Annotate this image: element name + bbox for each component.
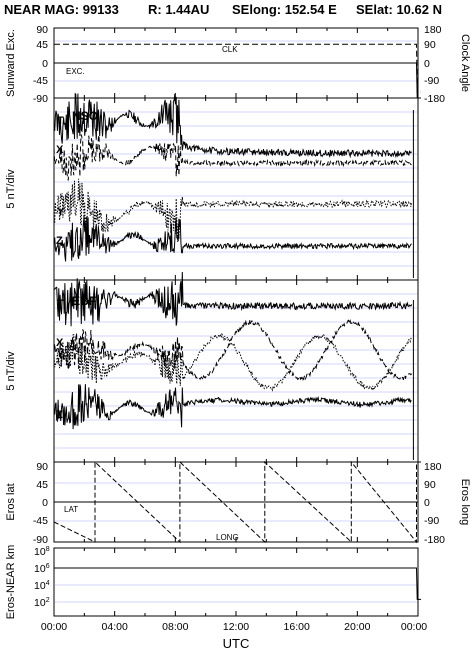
p1-ytick-m45: -45 <box>33 75 48 87</box>
p2-label-z: Z <box>56 235 63 247</box>
p3-panel-label: EBF <box>72 294 96 308</box>
p4-ytick-m45: -45 <box>33 515 48 527</box>
p4-long-line <box>53 460 421 544</box>
p4-ytick-90: 90 <box>36 461 48 473</box>
p1-clock-angle-line <box>54 43 421 93</box>
p5-ytick-1e8: 108 <box>34 546 50 558</box>
p5-ytick-1e4: 104 <box>34 580 50 592</box>
p5-distance-line <box>54 567 421 600</box>
grid-lines <box>55 40 417 603</box>
p1-ytick-m90: -90 <box>33 93 48 105</box>
p2-trace-x <box>53 134 412 181</box>
p1-ytick-45: 45 <box>36 39 48 51</box>
p2-label-t: T <box>57 115 64 127</box>
p3-trace-z <box>53 384 412 430</box>
p4-ytick-0: 0 <box>42 497 48 509</box>
p1-ytick-0: 0 <box>42 58 48 70</box>
p3-trace-x <box>53 318 413 382</box>
p4-ytick-m90: -90 <box>33 534 48 546</box>
p5-ylabel: Eros-NEAR km <box>5 545 17 620</box>
title-mission: NEAR MAG: 99133 <box>4 2 119 17</box>
p3-ylabel: 5 nT/div <box>5 351 17 391</box>
data-traces <box>53 43 421 600</box>
p3-trace-y <box>53 332 413 392</box>
p4-ylabel-left: Eros lat <box>5 483 17 520</box>
p4-rtick-180: 180 <box>424 461 442 473</box>
xtick-1: 04:00 <box>102 621 128 633</box>
p2-trace-y <box>53 178 413 242</box>
panel-5-frame <box>53 547 419 617</box>
xtick-6: 00:00 <box>401 621 427 633</box>
p3-label-z: Z <box>56 409 63 421</box>
p2-trace-z <box>53 216 412 262</box>
p5-ytick-1e6: 106 <box>34 563 50 575</box>
p1-rtick-m180: -180 <box>424 93 445 105</box>
title-selat: SElat: 10.62 N <box>356 2 442 17</box>
p4-annot-long: LONG <box>216 533 239 542</box>
p3-label-x: X <box>56 337 64 349</box>
title-selong: SElong: 152.54 E <box>232 2 337 17</box>
p2-label-x: X <box>56 144 64 156</box>
p1-rtick-0: 0 <box>424 58 430 70</box>
title-distance: R: 1.44AU <box>148 2 209 17</box>
p1-ylabel-right: Clock Angle <box>459 34 471 92</box>
p5-ytick-1e2: 102 <box>34 597 50 609</box>
p1-rtick-m90: -90 <box>424 75 439 87</box>
p1-ytick-90: 90 <box>36 24 48 36</box>
x-axis-label: UTC <box>223 636 250 651</box>
p1-sunward-line <box>54 62 421 99</box>
p1-rtick-90: 90 <box>424 39 436 51</box>
xtick-3: 12:00 <box>223 621 249 633</box>
xtick-0: 00:00 <box>41 621 67 633</box>
p4-ytick-45: 45 <box>36 479 48 491</box>
p2-label-y: Y <box>57 206 65 218</box>
xtick-2: 08:00 <box>162 621 188 633</box>
p1-ylabel-left: Sunward Exc. <box>5 29 17 97</box>
p1-rtick-180: 180 <box>424 24 442 36</box>
p3-label-y: Y <box>57 349 65 361</box>
p1-annot-exc: EXC. <box>66 67 85 76</box>
p3-trace-t <box>53 271 413 327</box>
p4-rtick-m90: -90 <box>424 515 439 527</box>
p2-trace-t <box>53 92 413 159</box>
p4-rtick-0: 0 <box>424 497 430 509</box>
p1-annot-clk: CLK <box>222 45 238 54</box>
p4-rtick-90: 90 <box>424 479 436 491</box>
p4-annot-lat: LAT <box>64 505 78 514</box>
xtick-5: 20:00 <box>344 621 370 633</box>
p2-ylabel: 5 nT/div <box>5 169 17 209</box>
p3-label-t: T <box>57 298 64 310</box>
xtick-4: 16:00 <box>284 621 310 633</box>
p2-panel-label: NSO <box>72 109 98 123</box>
p4-rtick-m180: -180 <box>424 534 445 546</box>
p4-ylabel-right: Eros long <box>459 479 471 525</box>
axis-ticks <box>53 28 419 616</box>
